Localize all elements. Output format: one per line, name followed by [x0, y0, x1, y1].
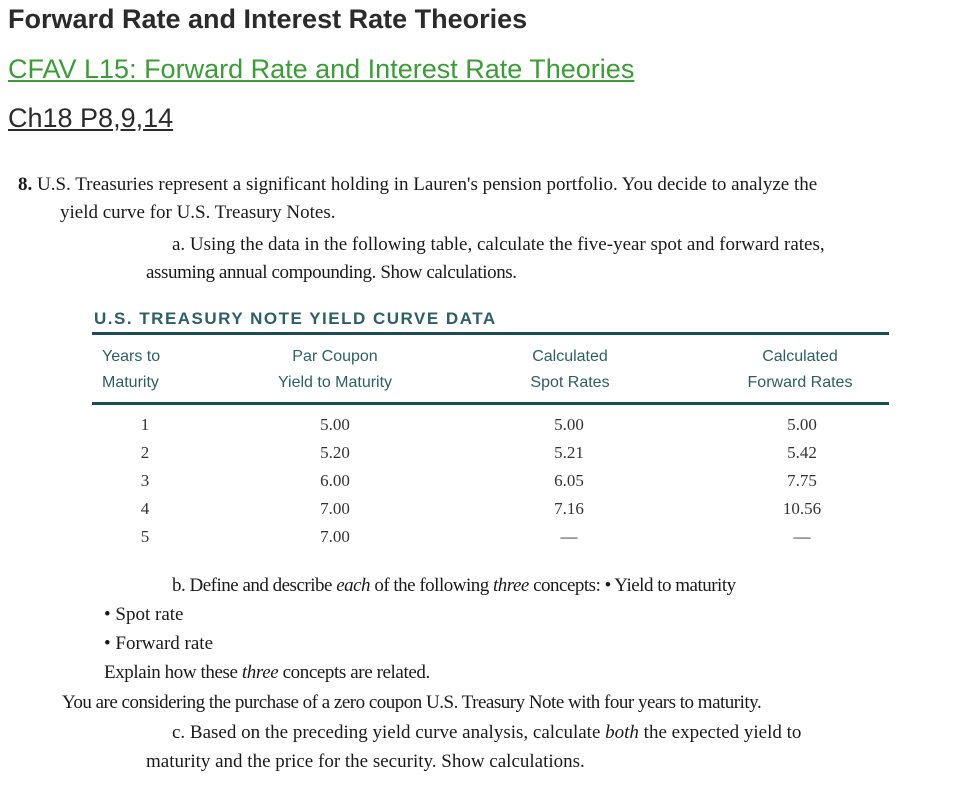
- table-cell: 5.00: [320, 415, 350, 434]
- header-years: Years to Maturity: [102, 344, 160, 396]
- table-cell: 5.00: [554, 415, 584, 434]
- table-cell: —: [793, 527, 811, 546]
- part-c-line2: maturity and the price for the security.…: [146, 751, 585, 772]
- part-c-both: both: [605, 722, 639, 743]
- table-cell: 10.56: [782, 499, 822, 518]
- problem-intro-line2: yield curve for U.S. Treasury Notes.: [60, 202, 336, 223]
- part-b-text-c: concepts: • Yield to maturity: [528, 575, 736, 596]
- part-b-three: three: [493, 575, 529, 596]
- explain-three: three: [241, 662, 279, 683]
- page-title: Forward Rate and Interest Rate Theories: [8, 4, 528, 34]
- table-cell: 5.00: [787, 415, 817, 434]
- bullet-forward-rate: • Forward rate: [104, 633, 213, 654]
- header-spot-line2: Spot Rates: [530, 374, 610, 391]
- table-cell: 6.00: [320, 471, 350, 490]
- part-c-line1: c. Based on the preceding yield curve an…: [172, 718, 801, 747]
- part-b-text-b: of the following: [370, 575, 493, 596]
- part-b-each: each: [336, 575, 371, 596]
- table-cell: 2: [140, 443, 150, 462]
- zero-coupon-text: You are considering the purchase of a ze…: [62, 692, 762, 713]
- chapter-link[interactable]: Ch18 P8,9,14: [8, 103, 174, 133]
- header-ytm: Par Coupon Yield to Maturity: [230, 344, 440, 396]
- table-cell: —: [560, 527, 578, 546]
- bullet-spot-rate: • Spot rate: [104, 604, 184, 625]
- table-cell: 7.16: [554, 499, 584, 518]
- table-cell: 7.75: [787, 471, 817, 490]
- column-ytm: 5.00 5.20 6.00 7.00 7.00: [300, 411, 370, 551]
- table-cell: 7.00: [320, 499, 350, 518]
- problem-intro-text: U.S. Treasuries represent a significant …: [37, 174, 818, 195]
- header-forward: Calculated Forward Rates: [705, 344, 895, 396]
- course-link[interactable]: CFAV L15: Forward Rate and Interest Rate…: [8, 54, 635, 84]
- table-top-rule: [92, 332, 889, 335]
- header-years-line1: Years to: [102, 348, 161, 365]
- column-forward: 5.00 5.42 7.75 10.56 —: [762, 411, 842, 551]
- column-spot: 5.00 5.21 6.05 7.16 —: [534, 411, 604, 551]
- table-title: U.S. TREASURY NOTE YIELD CURVE DATA: [94, 309, 497, 328]
- table-cell: 5.20: [320, 443, 350, 462]
- header-ytm-line1: Par Coupon: [292, 348, 378, 365]
- table-cell: 4: [140, 499, 150, 518]
- explain-text-a: Explain how these: [104, 662, 242, 683]
- header-ytm-line2: Yield to Maturity: [277, 374, 393, 391]
- table-cell: 7.00: [320, 527, 350, 546]
- table-cell: 1: [140, 415, 150, 434]
- header-spot-line1: Calculated: [532, 348, 608, 365]
- part-c-text-a: c. Based on the preceding yield curve an…: [172, 722, 606, 743]
- column-years: 1 2 3 4 5: [130, 411, 160, 551]
- header-forward-line2: Forward Rates: [747, 374, 853, 391]
- problem-number: 8.: [18, 174, 33, 195]
- part-a-line1: a. Using the data in the following table…: [172, 234, 825, 255]
- table-cell: 5.42: [787, 443, 817, 462]
- problem-intro-line1: 8. U.S. Treasuries represent a significa…: [18, 171, 817, 199]
- table-cell: 5.21: [554, 443, 584, 462]
- table-header-rule: [92, 402, 889, 405]
- part-a-line2: assuming annual compounding. Show calcul…: [146, 262, 517, 283]
- explain-text-b: concepts are related.: [278, 662, 431, 683]
- part-b-text-a: b. Define and describe: [172, 575, 337, 596]
- header-spot: Calculated Spot Rates: [480, 344, 660, 396]
- table-cell: 5: [140, 527, 150, 546]
- part-c-text-b: the expected yield to: [638, 722, 802, 743]
- table-cell: 3: [140, 471, 150, 490]
- part-b-line1: b. Define and describe each of the follo…: [172, 571, 736, 600]
- part-b-explain: Explain how these three concepts are rel…: [104, 658, 430, 687]
- header-forward-line1: Calculated: [762, 348, 838, 365]
- header-years-line2: Maturity: [102, 374, 159, 391]
- table-cell: 6.05: [554, 471, 584, 490]
